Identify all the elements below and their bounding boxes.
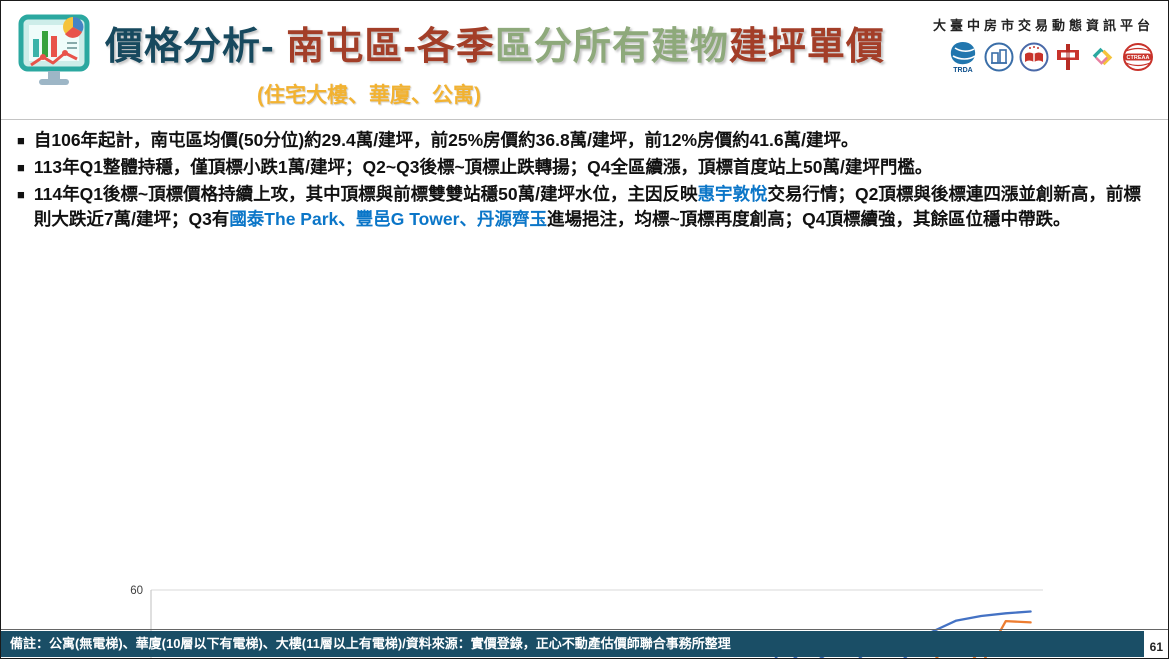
association-building-logo-icon <box>984 42 1014 72</box>
title-segment-district: 南屯區-各季 <box>286 26 495 68</box>
title-segment-unitprice: 建坪單價 <box>728 26 885 68</box>
ctreaa-logo-label: CTREAA <box>1127 55 1150 61</box>
price-chart: 單價(萬元/建坪) 0102030405060106Q1106Q2106Q310… <box>1 289 1168 658</box>
page-title: 價格分析- 南屯區-各季區分所有建物建坪單價 <box>105 15 885 70</box>
bullet-marker-icon: ■ <box>17 133 25 148</box>
bullet-text: 113年Q1整體持穩，僅頂標小跌1萬/建坪；Q2~Q3後標~頂標止跌轉揚；Q4全… <box>33 157 933 177</box>
page-subtitle: (住宅大樓、華廈、公寓) <box>257 84 481 107</box>
bullet-text: 114年Q1後標~頂標價格持續上攻，其中頂標與前標雙雙站穩50萬/建坪水位，主因… <box>33 184 1141 229</box>
bullet-marker-icon: ■ <box>17 160 25 175</box>
chart-monitor-icon <box>17 13 95 89</box>
highlighted-project-name: 惠宇敦悅 <box>697 184 768 204</box>
footer-note: 備註：公寓(無電梯)、華廈(10層以下有電梯)、大樓(11層以上有電梯)/資料來… <box>1 631 1144 657</box>
logo-row: TRDA <box>933 40 1154 74</box>
platform-name: 大臺中房市交易動態資訊平台 <box>932 18 1154 33</box>
book-badge-logo-icon <box>1019 42 1049 72</box>
summary-bullets: ■ 自106年起計，南屯區均價(50分位)約29.4萬/建坪，前25%房價約36.… <box>17 128 1154 234</box>
flag-logo-icon <box>1057 44 1079 70</box>
footer-divider <box>1 629 1168 630</box>
title-segment-buildings: 區分所有建物 <box>494 26 729 68</box>
header-divider <box>1 119 1168 120</box>
svg-text:60: 60 <box>130 585 143 597</box>
bullet-item: ■ 自106年起計，南屯區均價(50分位)約29.4萬/建坪，前25%房價約36.… <box>17 128 1154 153</box>
page-number: 61 <box>1147 640 1165 654</box>
diamond-logo-icon <box>1092 47 1113 66</box>
bullet-item: ■ 113年Q1整體持穩，僅頂標小跌1萬/建坪；Q2~Q3後標~頂標止跌轉揚；Q4… <box>17 155 1154 180</box>
title-segment-analysis: 價格分析- <box>105 26 287 68</box>
bullet-text: 自106年起計，南屯區均價(50分位)約29.4萬/建坪，前25%房價約36.8… <box>33 130 859 150</box>
trda-logo-icon: TRDA <box>950 42 976 74</box>
platform-block: 大臺中房市交易動態資訊平台 TRDA <box>933 15 1154 74</box>
bullet-marker-icon: ■ <box>17 187 25 202</box>
trda-logo-label: TRDA <box>953 67 972 74</box>
bullet-item: ■ 114年Q1後標~頂標價格持續上攻，其中頂標與前標雙雙站穩50萬/建坪水位，主… <box>17 182 1154 232</box>
ctreaa-logo-icon: CTREAA <box>1123 43 1153 71</box>
highlighted-project-name: 國泰The Park、豐邑G Tower、丹源齊玉 <box>229 209 547 229</box>
